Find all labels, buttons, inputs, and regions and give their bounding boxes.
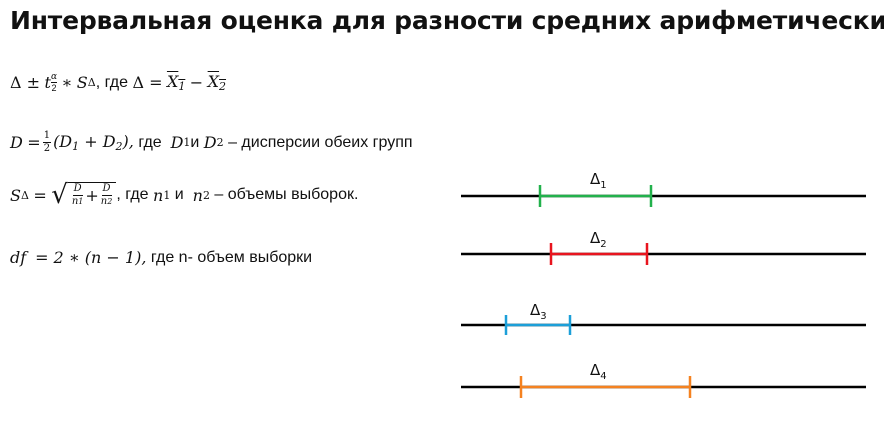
interval-label-1: Δ1: [590, 170, 607, 191]
interval-line-1: [461, 185, 866, 207]
interval-line-3: [461, 315, 866, 335]
formula-df: df = 2 ∗ (n − 1), где n- объем выборки: [10, 248, 313, 267]
interval-line-4: [461, 376, 866, 398]
page-title: Интервальная оценка для разности средних…: [10, 6, 884, 35]
interval-label-4: Δ4: [590, 361, 607, 382]
interval-label-3: Δ3: [530, 301, 547, 322]
interval-line-2: [461, 243, 866, 265]
interval-label-2: Δ2: [590, 229, 607, 250]
